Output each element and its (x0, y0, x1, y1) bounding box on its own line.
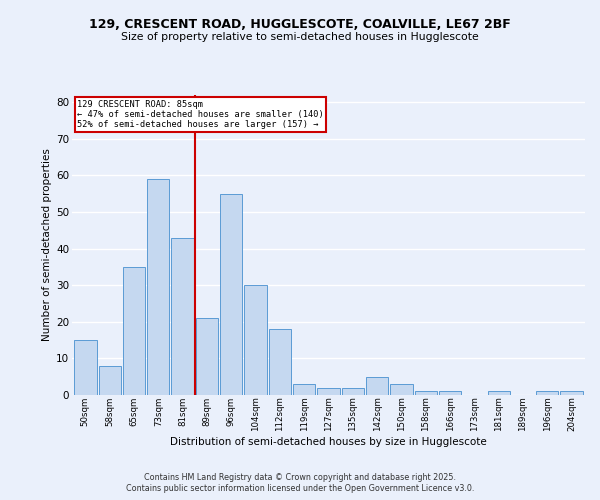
Bar (220, 194, 242, 395)
Bar (172, 238, 194, 395)
Bar (74, 340, 97, 395)
Bar (390, 384, 413, 395)
Bar (341, 388, 364, 395)
Text: 129 CRESCENT ROAD: 85sqm
← 47% of semi-detached houses are smaller (140)
52% of : 129 CRESCENT ROAD: 85sqm ← 47% of semi-d… (77, 100, 324, 130)
Text: 129, CRESCENT ROAD, HUGGLESCOTE, COALVILLE, LE67 2BF: 129, CRESCENT ROAD, HUGGLESCOTE, COALVIL… (89, 18, 511, 30)
Bar (366, 376, 388, 395)
Bar (293, 384, 316, 395)
Y-axis label: Number of semi-detached properties: Number of semi-detached properties (42, 148, 52, 342)
Bar (98, 366, 121, 395)
Text: Contains public sector information licensed under the Open Government Licence v3: Contains public sector information licen… (126, 484, 474, 493)
Bar (123, 267, 145, 395)
Bar (439, 392, 461, 395)
Text: Size of property relative to semi-detached houses in Hugglescote: Size of property relative to semi-detach… (121, 32, 479, 42)
Bar (415, 392, 437, 395)
Bar (269, 329, 291, 395)
Bar (536, 392, 559, 395)
Text: Contains HM Land Registry data © Crown copyright and database right 2025.: Contains HM Land Registry data © Crown c… (144, 472, 456, 482)
Bar (147, 179, 169, 395)
Bar (488, 392, 510, 395)
X-axis label: Distribution of semi-detached houses by size in Hugglescote: Distribution of semi-detached houses by … (170, 437, 487, 447)
Bar (317, 388, 340, 395)
Bar (244, 285, 267, 395)
Bar (560, 392, 583, 395)
Bar (196, 318, 218, 395)
